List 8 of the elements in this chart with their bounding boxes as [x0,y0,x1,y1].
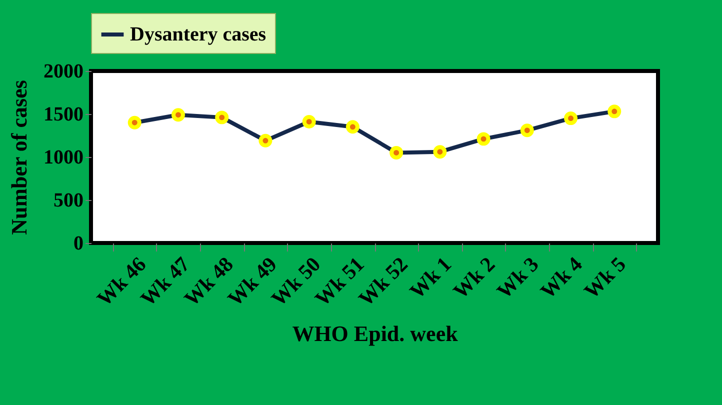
y-tick-label: 500 [54,190,84,212]
y-tick-label: 1000 [44,146,84,168]
x-axis-title: WHO Epid. week [292,321,459,346]
legend-label: Dysantery cases [130,24,266,46]
y-tick-label: 2000 [44,60,84,82]
y-tick-label: 1500 [44,104,84,126]
y-tick-label: 0 [74,232,84,254]
y-axis-title: Number of cases [6,80,32,235]
